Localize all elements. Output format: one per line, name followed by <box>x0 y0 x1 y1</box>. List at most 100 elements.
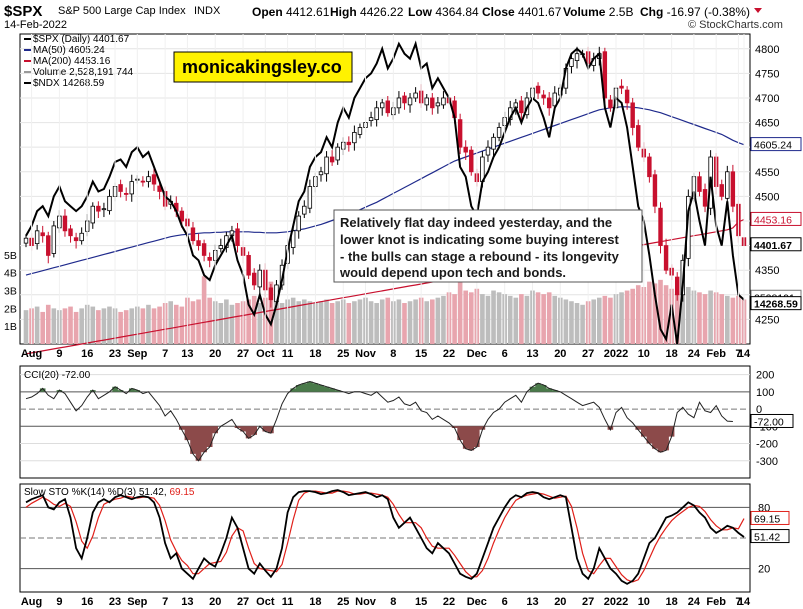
volume-bar <box>591 299 597 344</box>
candle-body <box>469 149 474 173</box>
x-tick-label-bottom: 15 <box>415 596 427 608</box>
volume-bar <box>352 301 357 344</box>
volume-bar <box>647 281 652 344</box>
volume-bar <box>546 292 552 344</box>
x-tick-label-bottom: 13 <box>181 596 193 608</box>
volume-bar <box>218 303 224 344</box>
candle-body <box>201 243 207 256</box>
candle-body <box>630 102 635 128</box>
volume-bar <box>151 308 157 344</box>
x-tick-label-bottom: Nov <box>355 596 377 608</box>
x-tick-label: 13 <box>526 348 538 360</box>
close-label: Close <box>482 5 515 19</box>
x-tick-label: 27 <box>237 348 249 360</box>
volume-bar <box>441 295 446 344</box>
cci-plot-area <box>19 365 751 479</box>
candle-body <box>296 215 301 232</box>
legend-entry: MA(50) 4605.24 <box>33 45 105 56</box>
svg-text:Chg -16.97 (-0.38%): Chg -16.97 (-0.38%) <box>640 5 750 19</box>
x-tick-label: 18 <box>666 348 678 360</box>
volume-bar <box>324 299 329 344</box>
price-value-tag-label: 14268.59 <box>754 299 798 311</box>
volume-bar <box>79 308 84 344</box>
volume-bar <box>68 306 73 344</box>
candle-body <box>146 176 151 183</box>
x-tick-label: 11 <box>282 348 294 360</box>
ohlc-summary: Open 4412.61 High 4426.22 Low 4364.84 Cl… <box>252 5 750 19</box>
candle-body <box>329 156 335 163</box>
volume-bar <box>257 303 263 344</box>
volume-bar <box>574 303 580 344</box>
annotation-box <box>333 209 643 283</box>
candle-body <box>196 240 201 246</box>
candle-body <box>675 276 680 296</box>
svg-text:Open 4412.61: Open 4412.61 <box>252 5 330 19</box>
price-value-tag-label: 4605.24 <box>754 140 792 152</box>
price-tick-label: 4650 <box>755 118 779 130</box>
volume-bar <box>402 303 407 344</box>
ma50-line <box>25 106 745 276</box>
cci-tick-label: 0 <box>756 404 762 416</box>
price-panel: 4800475047004650460045504500445044004350… <box>4 33 802 360</box>
ndx-line <box>25 40 745 345</box>
volume-tick-label: 4B <box>4 268 17 280</box>
annotation-line-1: Relatively flat day indeed yesterday, an… <box>340 215 612 230</box>
volume-bar <box>173 304 179 344</box>
candle-body <box>268 287 274 301</box>
cci-negative-fill <box>179 426 675 461</box>
stochastic-panel: 805020Slow STO %K(14) %D(3) 51.42, 69.15… <box>19 483 790 608</box>
volume-bar <box>374 303 379 344</box>
volume-bar <box>519 294 524 344</box>
volume-bar <box>62 308 68 344</box>
volume-bar <box>480 294 485 344</box>
volume-bar <box>674 290 680 344</box>
open-label: Open <box>252 5 283 19</box>
volume-bar <box>107 306 112 344</box>
cci-value-tag-label: -72.00 <box>754 416 784 428</box>
volume-bar <box>224 299 229 344</box>
candle-body <box>218 245 224 249</box>
volume-bar <box>430 299 435 344</box>
price-tick-label: 4550 <box>755 167 779 179</box>
candle-body <box>51 225 57 254</box>
volume-bar <box>652 283 658 344</box>
volume-bar <box>680 292 686 344</box>
volume-bar <box>724 295 730 344</box>
x-tick-label-bottom: Sep <box>127 596 147 608</box>
candle-body <box>140 180 146 183</box>
candle-body <box>34 230 40 245</box>
volume-bar <box>201 276 207 344</box>
legend-entry: MA(200) 4453.16 <box>33 56 111 67</box>
candle-body <box>463 146 468 153</box>
volume-bar <box>602 295 608 344</box>
volume-bar <box>435 297 441 344</box>
close-value: 4401.67 <box>518 5 562 19</box>
volume-bar <box>123 310 129 344</box>
x-tick-label: 20 <box>554 348 566 360</box>
volume-bar <box>34 306 40 344</box>
cci-value-tag <box>750 413 794 428</box>
candle-body <box>385 100 390 114</box>
candle-body <box>179 210 185 222</box>
volume-bar <box>73 311 79 344</box>
volume-bar <box>452 294 457 344</box>
volume-bar <box>129 308 135 344</box>
candle-body <box>23 237 29 244</box>
x-tick-label: 6 <box>502 348 508 360</box>
volume-bar <box>51 308 57 344</box>
x-tick-label: Nov <box>355 348 377 360</box>
volume-bar <box>624 290 630 344</box>
x-tick-label-bottom: 8 <box>390 596 396 608</box>
candle-body <box>151 174 157 185</box>
candle-body <box>546 97 552 109</box>
price-tick-label: 4250 <box>755 314 779 326</box>
legend-entry: $SPX (Daily) 4401.67 <box>33 34 130 45</box>
x-tick-label: 20 <box>209 348 221 360</box>
cci-line <box>25 380 733 462</box>
watermark-box <box>173 51 353 83</box>
candle-body <box>346 141 352 146</box>
sto-k-line <box>25 489 745 585</box>
candle-body <box>290 230 296 248</box>
volume-tick-label: 3B <box>4 286 17 298</box>
